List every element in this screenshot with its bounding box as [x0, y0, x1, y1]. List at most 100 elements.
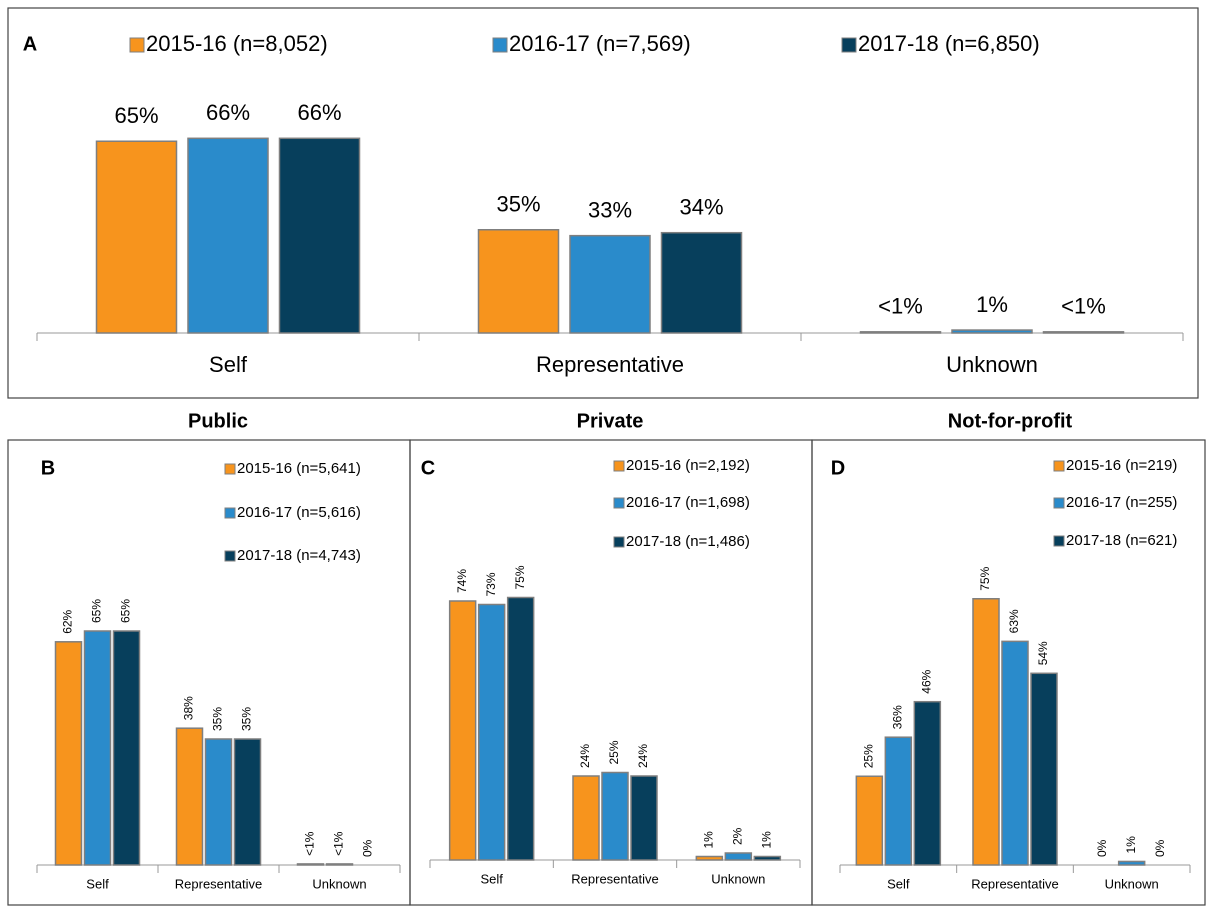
bar — [54, 641, 83, 866]
x-tick-label: Self — [480, 871, 503, 886]
legend-swatch — [224, 550, 236, 562]
bar — [1001, 640, 1029, 866]
value-label: 2% — [731, 827, 745, 845]
legend-swatch — [1053, 460, 1065, 472]
x-tick-label: Unknown — [946, 352, 1038, 377]
value-label: 25% — [862, 744, 876, 768]
value-label: 35% — [211, 707, 225, 731]
x-tick-label: Representative — [571, 871, 658, 886]
value-label: <1% — [303, 831, 317, 856]
value-label: <1% — [332, 831, 346, 856]
value-label: 46% — [920, 669, 934, 693]
bar — [572, 775, 600, 861]
bar — [601, 771, 629, 861]
panel-title: Private — [577, 410, 644, 432]
bar — [569, 234, 651, 334]
bar — [477, 229, 560, 334]
bar — [1042, 331, 1125, 334]
legend-label: 2017-18 (n=621) — [1066, 532, 1177, 549]
value-label: 35% — [496, 192, 540, 217]
panel-label: D — [831, 457, 845, 479]
x-tick-label: Self — [86, 876, 109, 891]
bar — [630, 775, 658, 861]
legend-label: 2015-16 (n=219) — [1066, 457, 1177, 474]
bar — [724, 852, 753, 861]
bar — [859, 331, 942, 334]
x-tick-label: Self — [209, 352, 248, 377]
legend-label: 2017-18 (n=1,486) — [626, 533, 750, 550]
bar — [233, 738, 262, 866]
value-label: 38% — [182, 696, 196, 720]
bar — [951, 329, 1033, 334]
bar — [325, 863, 354, 866]
value-label: <1% — [1061, 294, 1106, 319]
legend-swatch — [613, 497, 625, 509]
panel-label: C — [421, 457, 435, 479]
bar — [278, 137, 361, 334]
x-tick-label: Representative — [175, 876, 262, 891]
x-tick-label: Unknown — [1105, 876, 1159, 891]
legend-label: 2016-17 (n=7,569) — [509, 31, 691, 56]
x-tick-label: Unknown — [711, 871, 765, 886]
bar — [972, 598, 1000, 866]
value-label: 66% — [297, 100, 341, 125]
bar — [95, 140, 178, 334]
legend-label: 2016-17 (n=5,616) — [237, 504, 361, 521]
bar — [855, 775, 884, 866]
legend-label: 2017-18 (n=6,850) — [858, 31, 1040, 56]
legend-label: 2015-16 (n=8,052) — [146, 31, 328, 56]
panel-label: B — [41, 457, 55, 479]
x-tick-label: Unknown — [312, 876, 366, 891]
value-label: <1% — [878, 294, 923, 319]
legend-swatch — [129, 37, 145, 53]
legend-label: 2016-17 (n=255) — [1066, 494, 1177, 511]
value-label: 54% — [1036, 641, 1050, 665]
x-tick-label: Representative — [536, 352, 684, 377]
value-label: 65% — [114, 103, 158, 128]
bar — [1117, 860, 1146, 866]
value-label: 34% — [679, 195, 723, 220]
legend-swatch — [224, 463, 236, 475]
value-label: 73% — [484, 572, 498, 596]
legend-swatch — [1053, 497, 1065, 509]
legend-swatch — [613, 460, 625, 472]
value-label: 65% — [90, 599, 104, 623]
value-label: 0% — [361, 839, 375, 857]
bar — [884, 736, 913, 866]
value-label: 25% — [607, 740, 621, 764]
bar — [1030, 672, 1058, 866]
value-label: 36% — [891, 705, 905, 729]
legend-label: 2017-18 (n=4,743) — [237, 547, 361, 564]
bar — [175, 727, 204, 866]
legend-swatch — [492, 37, 508, 53]
bar — [660, 231, 743, 334]
bar — [204, 738, 233, 866]
bar — [913, 700, 942, 866]
legend-label: 2015-16 (n=5,641) — [237, 460, 361, 477]
legend-swatch — [841, 37, 857, 53]
value-label: 33% — [588, 197, 632, 222]
value-label: 66% — [206, 100, 250, 125]
bar — [753, 855, 782, 861]
panel-d-frame — [811, 439, 1206, 906]
bar — [296, 863, 325, 866]
value-label: 35% — [240, 707, 254, 731]
legend-label: 2016-17 (n=1,698) — [626, 494, 750, 511]
legend-swatch — [224, 507, 236, 519]
value-label: 65% — [119, 599, 133, 623]
value-label: 24% — [578, 744, 592, 768]
panel-label: A — [23, 33, 37, 55]
value-label: 0% — [1095, 839, 1109, 857]
value-label: 75% — [513, 565, 527, 589]
legend-swatch — [613, 536, 625, 548]
panel-a-frame — [7, 7, 1199, 399]
x-tick-label: Representative — [971, 876, 1058, 891]
bar — [695, 855, 724, 861]
bar — [448, 600, 477, 861]
bar — [187, 137, 269, 334]
bar — [112, 630, 141, 866]
value-label: 74% — [455, 569, 469, 593]
value-label: 63% — [1007, 609, 1021, 633]
bar — [477, 603, 506, 861]
